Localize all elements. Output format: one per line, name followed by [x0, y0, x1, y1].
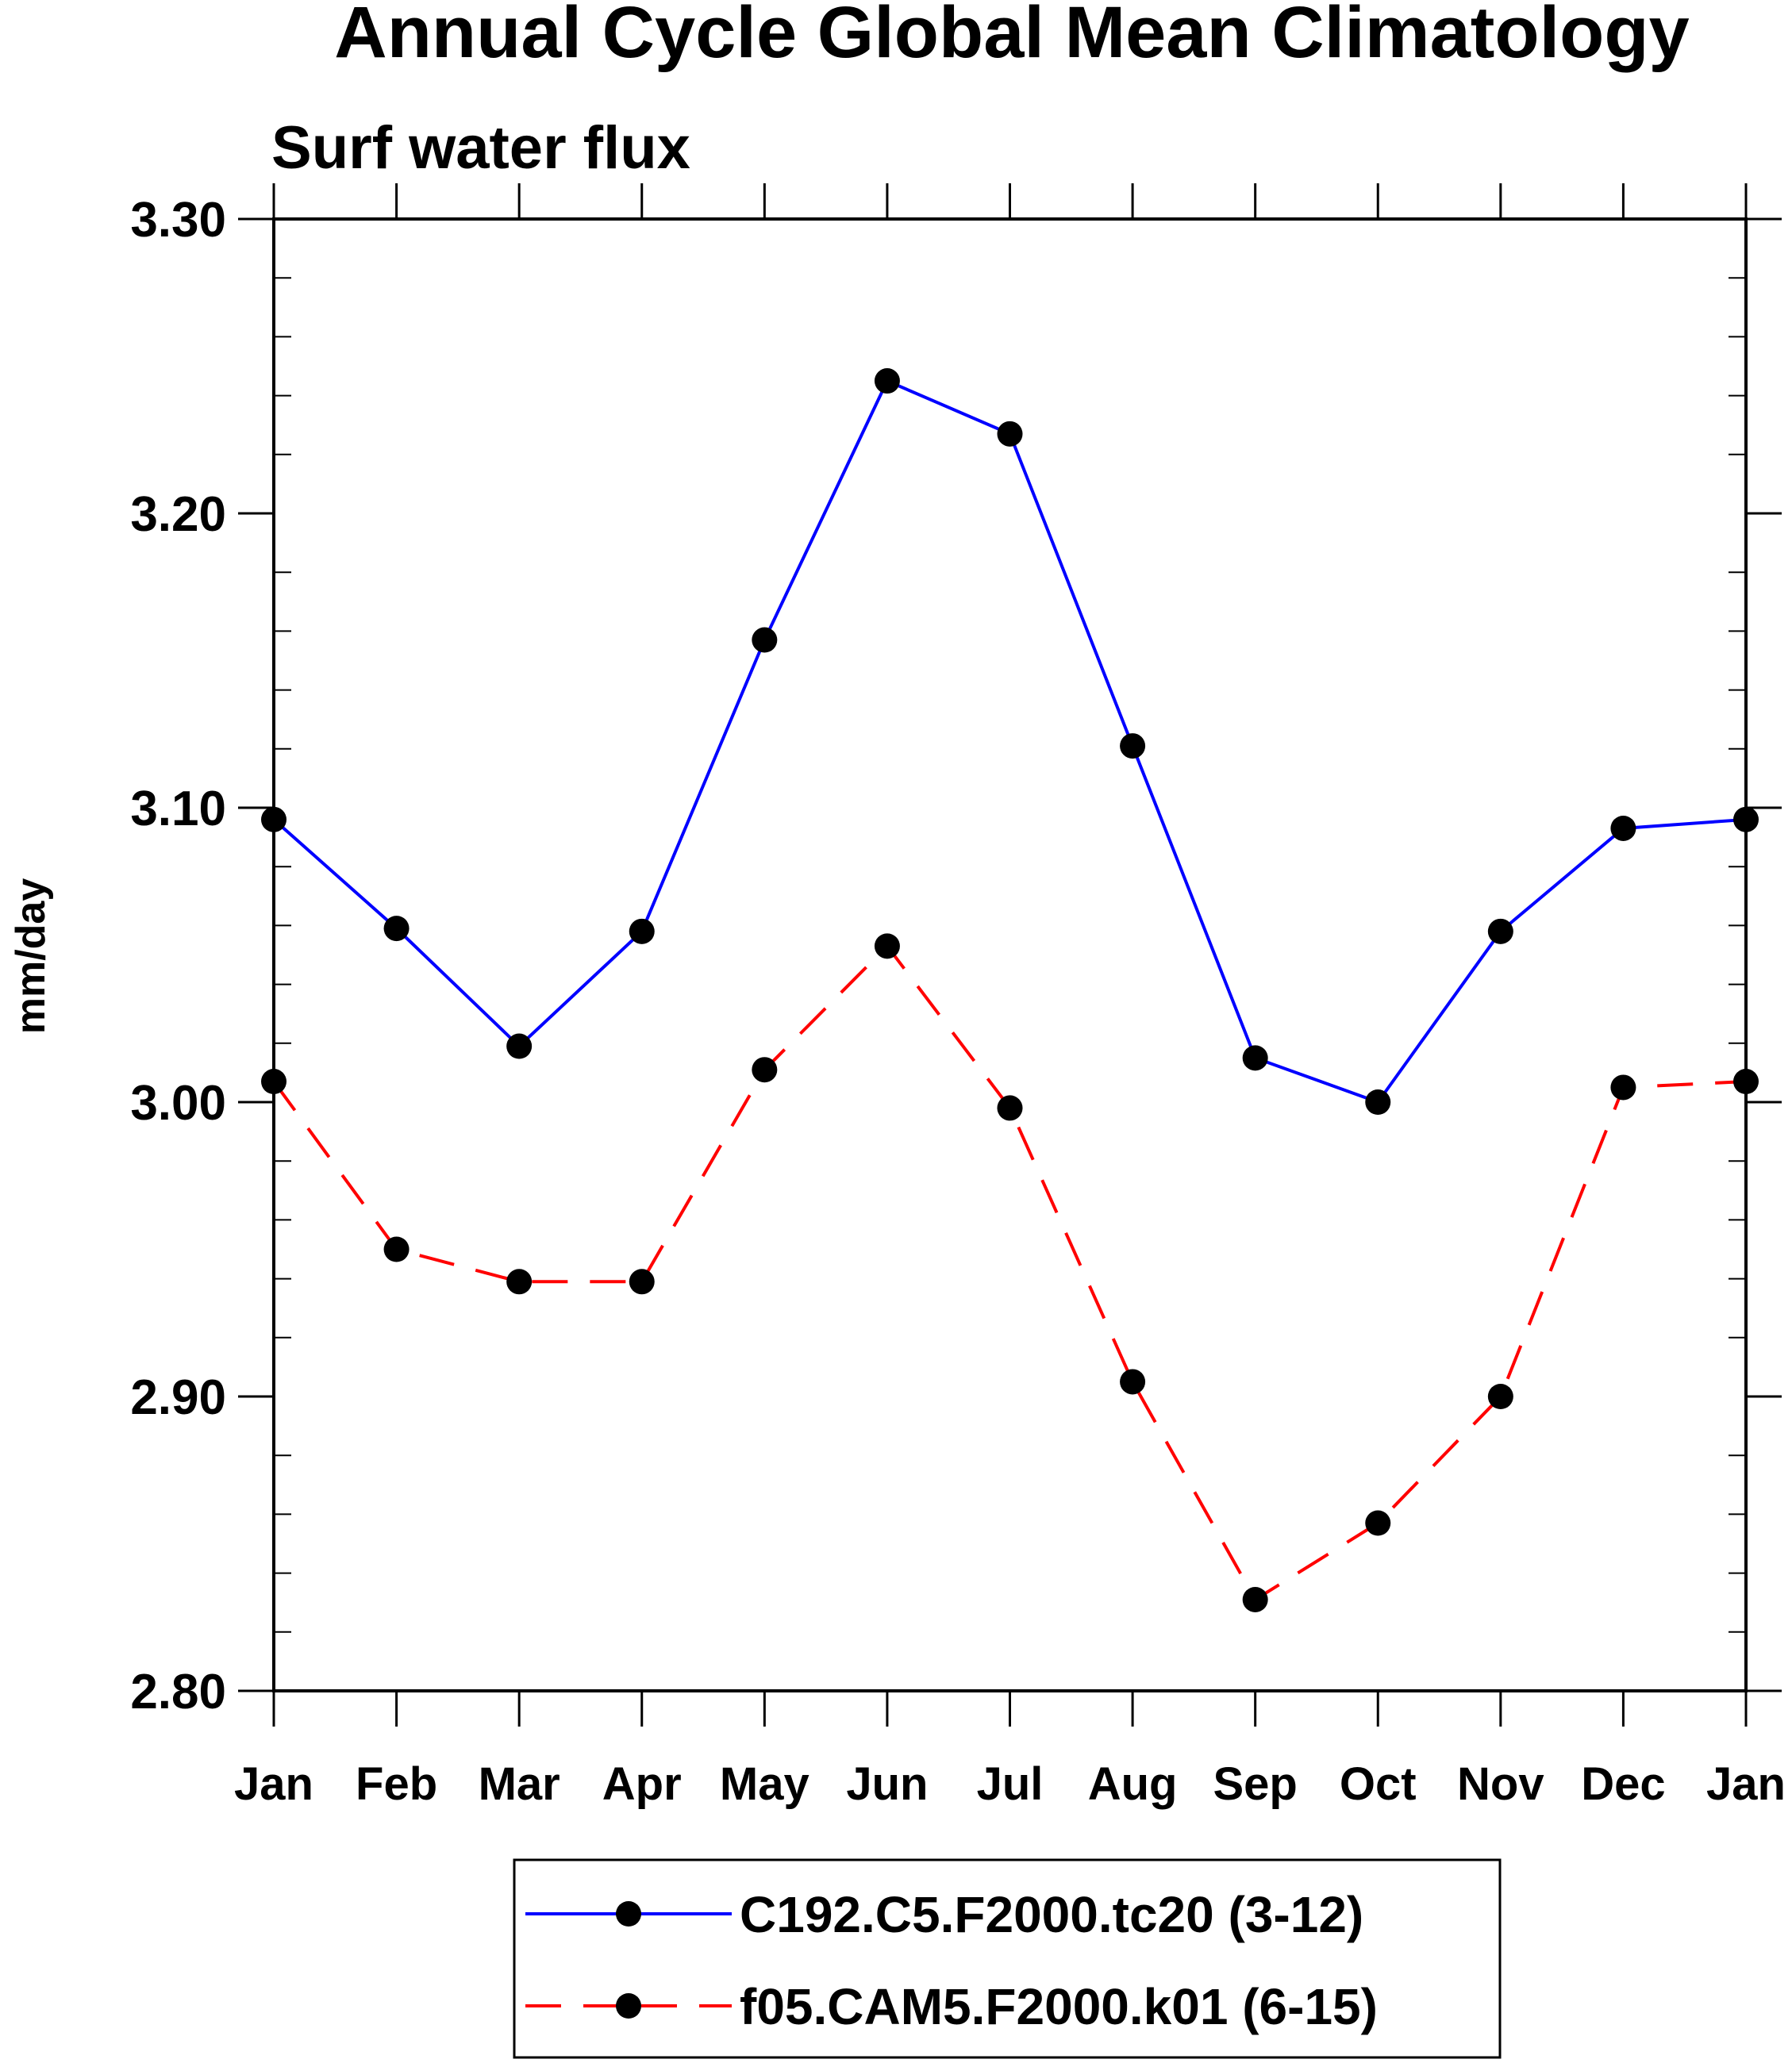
data-point: [1733, 806, 1759, 832]
legend-marker: [616, 1993, 641, 2019]
y-tick-label: 3.00: [130, 1076, 226, 1131]
x-tick-label: May: [720, 1758, 809, 1810]
data-point: [629, 918, 655, 944]
tick-marks: [238, 183, 1782, 1727]
data-point: [874, 368, 900, 394]
chart-subtitle: Surf water flux: [271, 114, 690, 182]
y-tick-labels: 2.80 2.90 3.00 3.10 3.20 3.30: [130, 193, 226, 1719]
y-tick-label: 3.10: [130, 782, 226, 836]
y-tick-label: 2.90: [130, 1370, 226, 1425]
x-tick-label: Nov: [1457, 1758, 1544, 1810]
x-tick-label: Mar: [479, 1758, 560, 1810]
x-tick-label: Jul: [977, 1758, 1044, 1810]
legend-box: [513, 1858, 1502, 2059]
series-line-1: [272, 378, 1747, 1104]
x-tick-label: Apr: [602, 1758, 682, 1810]
data-point: [997, 1095, 1023, 1121]
data-point: [629, 1269, 655, 1295]
series-lines: [272, 378, 1747, 1602]
data-point: [1120, 733, 1146, 759]
data-point: [1120, 1369, 1146, 1395]
series-markers: [261, 368, 1759, 1612]
data-point: [383, 1236, 410, 1262]
data-point: [1487, 1384, 1513, 1409]
data-point: [752, 1057, 778, 1083]
data-point: [1610, 815, 1636, 841]
y-tick-label: 3.30: [130, 193, 226, 248]
x-tick-label: Oct: [1340, 1758, 1417, 1810]
data-point: [1610, 1074, 1636, 1101]
data-point: [506, 1269, 533, 1295]
x-tick-label: Sep: [1213, 1758, 1297, 1810]
legend-marker: [616, 1901, 641, 1927]
y-axis-label: mm/day: [8, 878, 54, 1035]
x-tick-label: Jan: [234, 1758, 313, 1810]
data-point: [874, 933, 900, 959]
legend: C192.C5.F2000.tc20 (3-12) f05.CAM5.F2000.…: [513, 1858, 1502, 2059]
y-tick-label: 3.20: [130, 487, 226, 542]
x-tick-label: Jan: [1706, 1758, 1786, 1810]
data-point: [1365, 1510, 1391, 1536]
x-tick-label: Jun: [846, 1758, 928, 1810]
data-point: [1242, 1586, 1268, 1612]
x-tick-label: Dec: [1581, 1758, 1665, 1810]
legend-label: C192.C5.F2000.tc20 (3-12): [740, 1886, 1363, 1943]
legend-label: f05.CAM5.F2000.k01 (6-15): [740, 1978, 1378, 2035]
data-point: [383, 916, 410, 942]
data-point: [1365, 1089, 1391, 1115]
chart-title: Annual Cycle Global Mean Climatology: [334, 0, 1689, 73]
x-tick-label: Feb: [356, 1758, 437, 1810]
data-point: [1242, 1045, 1268, 1071]
x-tick-label: Aug: [1088, 1758, 1178, 1810]
data-point: [997, 421, 1023, 447]
data-point: [261, 1069, 286, 1095]
data-point: [752, 627, 778, 653]
x-tick-labels: Jan Feb Mar Apr May Jun Jul Aug Sep Oct Nov Dec Jan: [234, 1758, 1786, 1810]
data-point: [1733, 1069, 1759, 1095]
y-tick-label: 2.80: [130, 1665, 226, 1719]
data-point: [261, 806, 286, 832]
data-point: [506, 1033, 533, 1059]
data-point: [1487, 918, 1513, 944]
series-line-2: [272, 943, 1747, 1602]
